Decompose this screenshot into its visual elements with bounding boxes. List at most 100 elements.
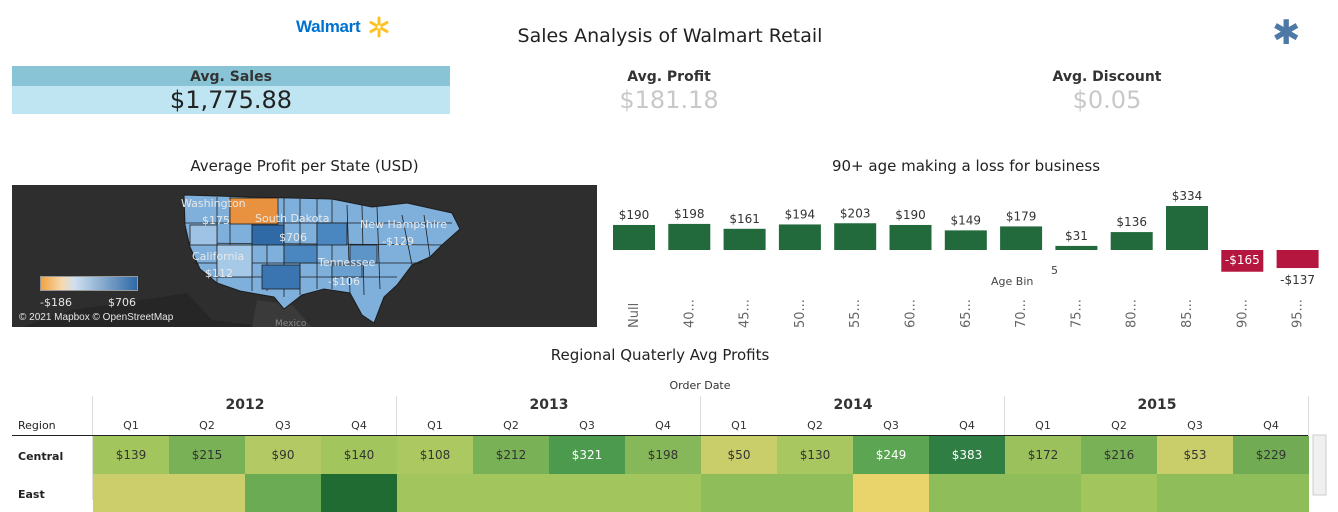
kpi-avg-profit-value: $181.18 <box>619 86 719 114</box>
quarter-header-2014-Q2: Q2 <box>807 419 823 432</box>
map-label-mexico: Mexico <box>275 319 307 327</box>
bar-1[interactable] <box>668 223 711 250</box>
heatmap-cell[interactable] <box>93 474 169 512</box>
heatmap-cell[interactable] <box>473 474 549 512</box>
asterisk-icon[interactable]: ✱ <box>1272 13 1301 53</box>
heatmap-cell[interactable]: $229 <box>1233 436 1309 474</box>
map-label-new-hampshire: New Hampshire <box>360 218 448 231</box>
heatmap-cell[interactable] <box>1081 474 1157 512</box>
category-label-6: 65... <box>959 299 974 328</box>
category-label-9: 80... <box>1125 299 1140 328</box>
year-header-2014: 2014 <box>833 397 873 413</box>
heatmap-cell[interactable]: $140 <box>321 436 397 474</box>
heatmap-cell[interactable]: $53 <box>1157 436 1233 474</box>
map-label-tennessee-value: -$106 <box>328 275 360 288</box>
spark-icon <box>369 16 389 38</box>
heatmap-cell[interactable]: $198 <box>625 436 701 474</box>
bar-7[interactable] <box>1000 226 1043 250</box>
row-label-central: Central <box>18 450 64 463</box>
map-label-california: California <box>192 250 245 263</box>
bar-3[interactable] <box>778 224 821 250</box>
heatmap-cell[interactable]: $321 <box>549 436 625 474</box>
quarter-header-2012-Q2: Q2 <box>199 419 215 432</box>
bar-0[interactable] <box>613 224 655 250</box>
heatmap-cell[interactable] <box>397 474 473 512</box>
bar-value-label-3: $194 <box>785 207 816 221</box>
kpi-avg-profit[interactable]: Avg. Profit $181.18 <box>450 66 888 114</box>
bar-12[interactable] <box>1276 250 1319 269</box>
bar-10[interactable] <box>1166 206 1208 250</box>
bar-value-label-7: $179 <box>1006 209 1037 223</box>
bar-value-label-12: -$137 <box>1280 273 1315 287</box>
bar-8[interactable] <box>1055 245 1098 250</box>
category-label-2: 45... <box>738 299 753 328</box>
heatmap-cell[interactable]: $172 <box>1005 436 1081 474</box>
heatmap-cell[interactable]: $249 <box>853 436 929 474</box>
heatmap-cell[interactable] <box>1233 474 1309 512</box>
quarter-header-2015-Q1: Q1 <box>1035 419 1051 432</box>
heatmap-cell[interactable] <box>1005 474 1081 512</box>
heatmap-cell[interactable]: $50 <box>701 436 777 474</box>
row-label-east: East <box>18 488 45 501</box>
category-label-3: 50... <box>793 299 808 328</box>
order-date-label: Order Date <box>669 379 731 392</box>
heatmap-cell[interactable] <box>777 474 853 512</box>
category-label-1: 40... <box>682 299 697 328</box>
heatmap-cell[interactable] <box>625 474 701 512</box>
heatmap-cell[interactable]: $215 <box>169 436 245 474</box>
quarter-header-2012-Q4: Q4 <box>351 419 367 432</box>
quarter-header-2015-Q3: Q3 <box>1187 419 1203 432</box>
heatmap-cell[interactable] <box>853 474 929 512</box>
kpi-avg-discount[interactable]: Avg. Discount $0.05 <box>888 66 1326 114</box>
heatmap-cell[interactable]: $108 <box>397 436 473 474</box>
bar-value-label-2: $161 <box>729 212 760 226</box>
map-label-new-hampshire-value: -$129 <box>382 235 414 248</box>
bar-value-label-9: $136 <box>1116 215 1147 229</box>
logo-text: Walmart <box>296 17 361 36</box>
age-bin-bar-chart[interactable]: $190 Null $198 40... $161 45... $194 50... $203 5… <box>605 180 1333 330</box>
heatmap-cell[interactable]: $383 <box>929 436 1005 474</box>
bar-9[interactable] <box>1110 232 1153 250</box>
bar-value-label-10: $334 <box>1172 189 1203 203</box>
map-label-tennessee: Tennessee <box>318 256 376 269</box>
heatmap-cell[interactable] <box>321 474 397 512</box>
bar-value-label-8: $31 <box>1065 229 1088 243</box>
heatmap-cell[interactable] <box>245 474 321 512</box>
map-label-south-dakota-value: $706 <box>279 231 307 244</box>
map-label-washington-value: $175 <box>202 214 230 227</box>
heatmap-cell[interactable] <box>169 474 245 512</box>
map-title: Average Profit per State (USD) <box>190 157 419 175</box>
bar-6[interactable] <box>944 230 987 250</box>
quarter-header-2014-Q3: Q3 <box>883 419 899 432</box>
heatmap-cell[interactable]: $212 <box>473 436 549 474</box>
bar-4[interactable] <box>834 223 877 250</box>
map-label-california-value: $112 <box>205 267 233 280</box>
heatmap-cell[interactable] <box>1157 474 1233 512</box>
heatmap-title: Regional Quaterly Avg Profits <box>550 346 770 364</box>
heatmap-cell[interactable]: $90 <box>245 436 321 474</box>
heatmap-cell[interactable] <box>929 474 1005 512</box>
bar-value-label-5: $190 <box>895 208 926 222</box>
bar-11[interactable] <box>1221 250 1264 272</box>
heatmap-cell[interactable]: $130 <box>777 436 853 474</box>
kpi-avg-sales[interactable]: Avg. Sales $1,775.88 <box>12 66 450 114</box>
heatmap-cell[interactable]: $139 <box>93 436 169 474</box>
bar-value-label-0: $190 <box>619 208 650 222</box>
category-label-12: 95... <box>1291 299 1306 328</box>
kpi-avg-discount-value: $0.05 <box>1072 86 1142 114</box>
map-label-washington: Washington <box>181 197 246 210</box>
bar-2[interactable] <box>723 228 766 250</box>
bar-5[interactable] <box>889 224 932 250</box>
kpi-avg-sales-value: $1,775.88 <box>12 86 450 114</box>
legend-max-value: $706 <box>108 296 136 309</box>
quarter-header-2015-Q2: Q2 <box>1111 419 1127 432</box>
heatmap-cell[interactable]: $216 <box>1081 436 1157 474</box>
quarter-header-2013-Q2: Q2 <box>503 419 519 432</box>
heatmap-cell[interactable] <box>549 474 625 512</box>
category-label-10: 85... <box>1180 299 1195 328</box>
heatmap-cell[interactable] <box>701 474 777 512</box>
profit-state-map[interactable]: Washington $175 South Dakota $706 New Ha… <box>12 185 597 327</box>
page-title: Sales Analysis of Walmart Retail <box>517 25 823 47</box>
quarter-header-2015-Q4: Q4 <box>1263 419 1279 432</box>
kpi-avg-sales-label: Avg. Sales <box>12 66 450 86</box>
